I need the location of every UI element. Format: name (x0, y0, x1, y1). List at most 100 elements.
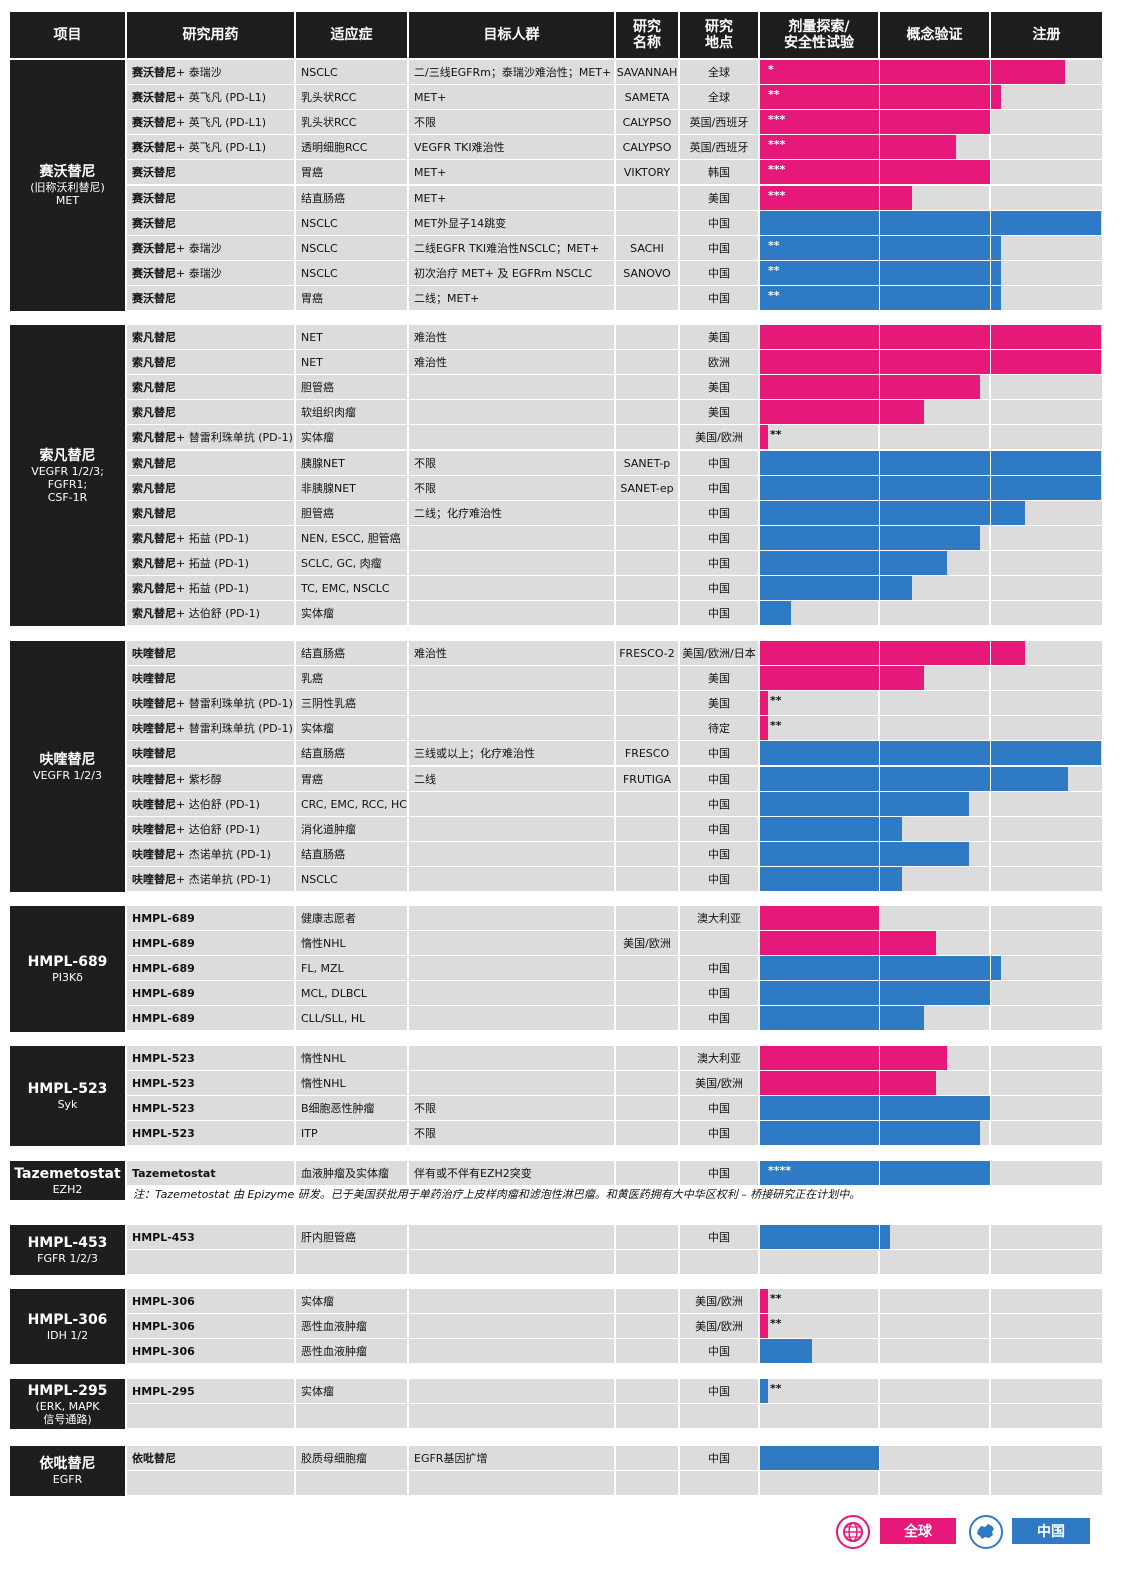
drug-label: 索凡替尼 (132, 331, 176, 344)
drug-label: HMPL-689 (132, 986, 195, 1000)
progress-stars: **** (768, 1164, 792, 1177)
location-cell: 美国 (680, 691, 758, 715)
population-cell (409, 400, 614, 424)
progress-bar (760, 160, 991, 184)
phase-cell (991, 186, 1102, 210)
study-name-cell (616, 867, 678, 891)
table-row-drug: HMPL-523 (127, 1071, 294, 1095)
location-cell: 中国 (680, 817, 758, 841)
population-cell (409, 601, 614, 625)
phase-cell (991, 160, 1102, 184)
drug-label: HMPL-295 (132, 1384, 195, 1398)
combo-label: + 替雷利珠单抗 (PD-1) (176, 697, 293, 710)
table-row-drug: 呋喹替尼 + 杰诺单抗 (PD-1) (127, 867, 294, 891)
drug-label: HMPL-689 (132, 911, 195, 925)
phase-divider (990, 60, 991, 311)
study-name-cell (616, 1314, 678, 1338)
drug-block: 依吡替尼 EGFR (10, 1446, 125, 1496)
phase-cell (880, 1471, 989, 1495)
indication-cell: 实体瘤 (296, 425, 407, 449)
study-name-cell: SANET-p (616, 451, 678, 475)
table-row-drug: 索凡替尼 (127, 325, 294, 349)
study-name-cell (616, 1471, 678, 1495)
progress-bar (760, 1225, 890, 1249)
phase-cell (760, 1404, 878, 1428)
progress-stars: ** (768, 289, 780, 302)
population-cell (409, 716, 614, 740)
indication-cell: 胃癌 (296, 286, 407, 310)
phase-divider (879, 641, 880, 892)
progress-bar (760, 601, 791, 625)
progress-bar (760, 1289, 768, 1313)
table-row-drug: HMPL-689 (127, 931, 294, 955)
progress-bar (760, 792, 969, 816)
table-row-drug: 赛沃替尼 (127, 186, 294, 210)
phase-divider (990, 1225, 991, 1275)
combo-label: + 杰诺单抗 (PD-1) (176, 848, 271, 861)
header-col-7: 概念验证 (880, 12, 989, 58)
population-cell: 二线EGFR TKI难治性NSCLC；MET+ (409, 236, 614, 260)
progress-stars: ** (770, 1292, 782, 1305)
progress-bar (760, 325, 1101, 349)
drug-block-name: HMPL-689 (27, 954, 108, 970)
location-cell: 美国/欧洲 (680, 1071, 758, 1095)
phase-cell (760, 1250, 878, 1274)
drug-block-name: 依吡替尼 (39, 1456, 96, 1472)
study-name-cell (616, 716, 678, 740)
progress-bar (760, 1379, 768, 1403)
progress-bar (760, 981, 991, 1005)
phase-cell (991, 425, 1102, 449)
indication-cell: 实体瘤 (296, 601, 407, 625)
indication-cell: B细胞恶性肿瘤 (296, 1096, 407, 1120)
combo-label: + 英飞凡 (PD-L1) (176, 91, 266, 104)
location-cell: 中国 (680, 1006, 758, 1030)
drug-label: HMPL-523 (132, 1126, 195, 1140)
population-cell: 难治性 (409, 641, 614, 665)
progress-bar (760, 85, 1001, 109)
location-cell: 美国 (680, 400, 758, 424)
drug-label: HMPL-689 (132, 936, 195, 950)
indication-cell: 透明细胞RCC (296, 135, 407, 159)
phase-divider (990, 1446, 991, 1496)
progress-bar (760, 476, 1101, 500)
progress-bar (760, 400, 924, 424)
phase-divider (990, 1161, 991, 1186)
drug-label: 索凡替尼 (132, 356, 176, 369)
progress-stars: * (768, 63, 774, 76)
drug-block: HMPL-453 FGFR 1/2/3 (10, 1225, 125, 1275)
study-name-cell: SAMETA (616, 85, 678, 109)
phase-cell (991, 817, 1102, 841)
drug-block-target: PI3Kδ (52, 971, 83, 984)
phase-cell (880, 716, 989, 740)
header-col-3: 目标人群 (409, 12, 614, 58)
drug-label: 呋喹替尼 (132, 773, 176, 786)
drug-label: 索凡替尼 (132, 457, 176, 470)
phase-cell (991, 110, 1102, 134)
location-cell: 美国 (680, 666, 758, 690)
table-row-drug: 赛沃替尼 + 泰瑞沙 (127, 60, 294, 84)
drug-label: 索凡替尼 (132, 582, 176, 595)
table-row-drug: HMPL-523 (127, 1121, 294, 1145)
drug-label: HMPL-453 (132, 1230, 195, 1244)
combo-label: + 紫杉醇 (176, 773, 222, 786)
population-cell: MET+ (409, 160, 614, 184)
table-row-drug: 呋喹替尼 (127, 741, 294, 765)
population-cell (409, 931, 614, 955)
population-cell (409, 1046, 614, 1070)
study-name-cell (616, 501, 678, 525)
phase-cell (880, 1314, 989, 1338)
progress-bar (760, 716, 768, 740)
progress-bar (760, 60, 1065, 84)
table-row-drug: 呋喹替尼 + 杰诺单抗 (PD-1) (127, 842, 294, 866)
table-row-drug: HMPL-295 (127, 1379, 294, 1403)
location-cell (680, 931, 758, 955)
phase-cell (991, 1071, 1102, 1095)
combo-label: + 替雷利珠单抗 (PD-1) (176, 431, 293, 444)
population-cell (409, 425, 614, 449)
population-cell: 二线 (409, 767, 614, 791)
study-name-cell (616, 425, 678, 449)
indication-cell: 胰腺NET (296, 451, 407, 475)
phase-cell (880, 1289, 989, 1313)
indication-cell: 胃癌 (296, 160, 407, 184)
study-name-cell: FRESCO (616, 741, 678, 765)
